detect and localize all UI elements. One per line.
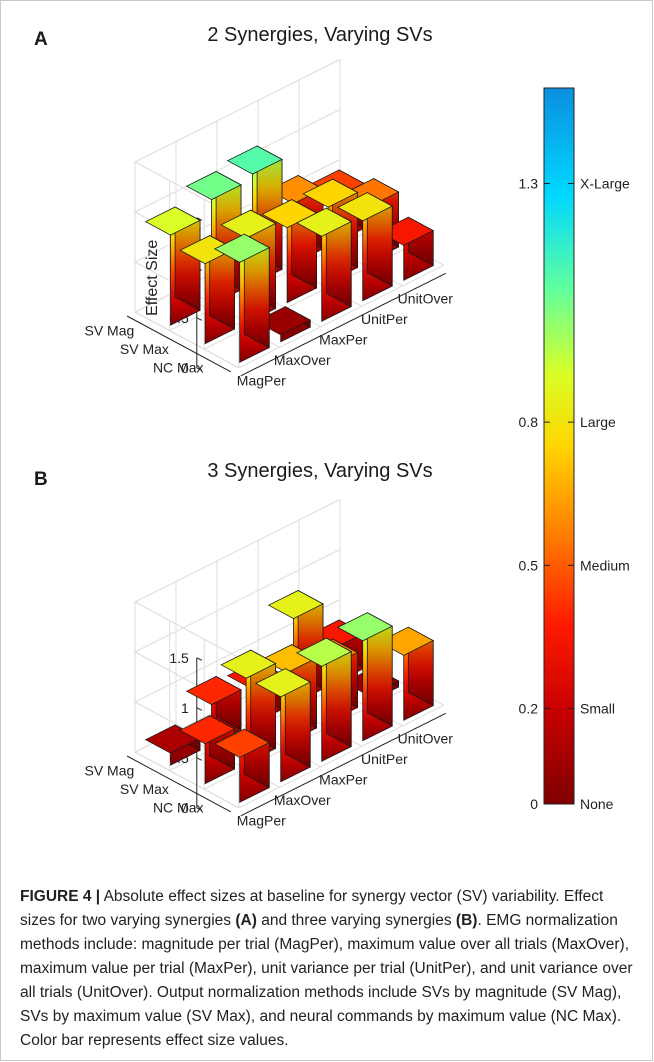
x-axis-line [240,272,447,377]
x-category-label-3: UnitPer [361,311,408,327]
y-axis-line [126,315,232,373]
x-category-label-4: UnitOver [398,731,454,747]
caption-text-1: Absolute effect sizes at baseline for sy… [20,888,604,929]
y-axis-line [126,755,232,813]
bar-nc-max-magper [213,233,271,363]
colorbar-label-2: Medium [580,557,630,573]
x-category-label-1: MaxOver [274,792,331,808]
y-category-label-0: SV Mag [84,762,134,778]
bar-sv-max-magper [179,234,236,345]
x-category-label-3: UnitPer [361,751,408,767]
colorbar-label-4: X-Large [580,175,630,191]
colorbar-value-4: 1.3 [519,175,539,191]
panel-label-b: B [34,469,48,490]
y-category-label-1: SV Max [120,781,169,797]
colorbar-value-0: 0 [530,796,538,812]
x-category-label-4: UnitOver [398,291,454,307]
caption-lead: FIGURE 4 | [20,888,101,905]
colorbar-gradient [543,87,575,805]
z-tick-label-0: 0 [181,800,189,816]
panel-label-a: A [34,29,48,50]
chart-title-b: 3 Synergies, Varying SVs [207,460,433,482]
colorbar-label-1: Small [580,701,615,717]
x-category-label-1: MaxOver [274,352,331,368]
caption-text-2: and three varying synergies [256,912,456,929]
bars [144,589,435,803]
y-category-label-2: NC Max [153,360,204,376]
x-category-label-0: MagPer [237,373,286,389]
figure-caption: FIGURE 4 | Absolute effect sizes at base… [20,885,635,1053]
x-category-label-2: MaxPer [319,332,368,348]
chart-title-a: 2 Synergies, Varying SVs [207,24,433,46]
x-axis-line [240,712,447,817]
bars [144,145,435,363]
colorbar: 0 None 0.2 Small 0.5 Medium 0.8 Large 1.3 X-Large [519,87,630,812]
caption-ref-a: (A) [235,912,257,929]
colorbar-label-3: Large [580,414,616,430]
bar-nc-max-maxper [295,207,353,322]
bar-nc-max-maxover [254,668,312,783]
bar-nc-max-maxper [295,637,353,762]
bar-nc-max-unitper [336,612,394,742]
caption-text-3: . EMG normalization methods include: mag… [20,912,633,1049]
colorbar-value-3: 0.8 [519,414,539,430]
y-category-label-0: SV Mag [84,322,134,338]
x-category-label-2: MaxPer [319,772,368,788]
colorbar-value-1: 0.2 [519,701,539,717]
z-tick-label-0: 0 [181,360,189,376]
y-category-label-2: NC Max [153,800,204,816]
z-tick-label-2: 1 [181,700,189,716]
z-tick-label-3: 1.5 [169,650,189,666]
bar-nc-max-magper [213,728,271,803]
x-category-label-0: MagPer [237,813,286,829]
y-category-label-1: SV Max [120,341,169,357]
bar-nc-max-unitper [336,192,394,302]
colorbar-label-0: None [580,796,614,812]
colorbar-value-2: 0.5 [519,557,539,573]
caption-ref-b: (B) [455,912,478,929]
z-axis-label: Effect Size [144,240,161,316]
